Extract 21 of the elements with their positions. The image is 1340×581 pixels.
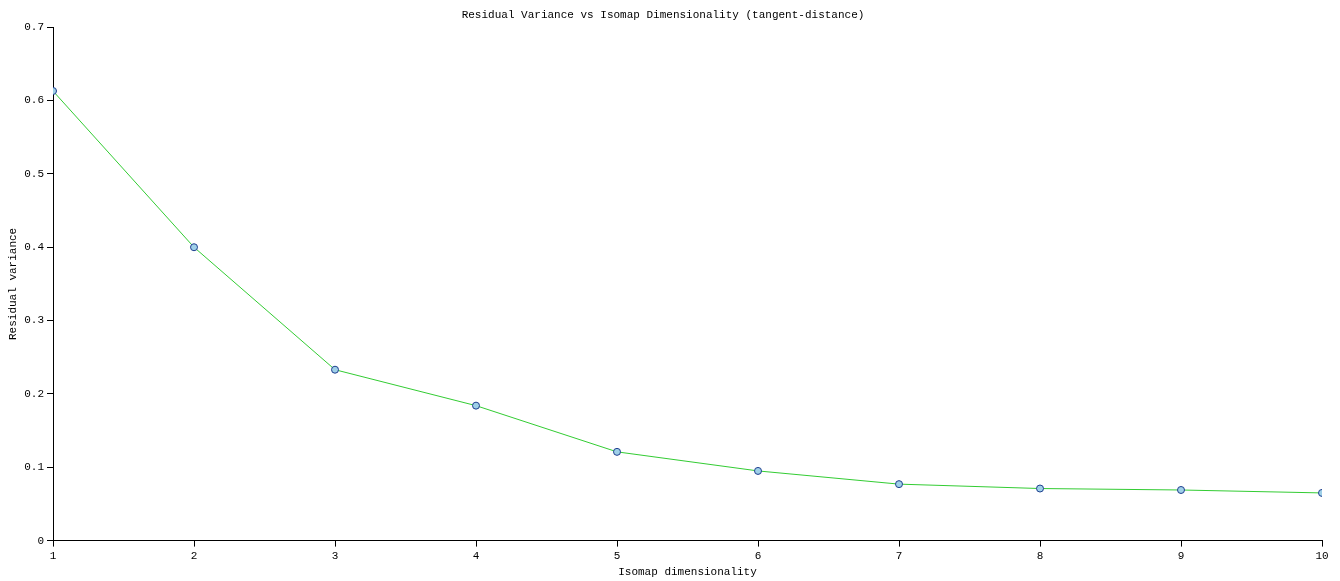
x-tick-label: 2	[190, 550, 198, 563]
x-tick-label: 8	[1036, 550, 1044, 563]
chart-title: Residual Variance vs Isomap Dimensionality (tangent-distance)	[461, 8, 865, 21]
y-tick-label: 0.2	[24, 387, 44, 400]
y-tick-label: 0.1	[24, 461, 45, 474]
y-tick-label: 0	[37, 534, 44, 547]
x-tick-label: 1	[49, 550, 57, 563]
x-tick-label: 3	[331, 550, 339, 563]
x-tick-label: 10	[1315, 550, 1329, 563]
y-tick-label: 0.3	[24, 314, 44, 327]
y-axis-title: Residual variance	[6, 227, 19, 341]
y-tick-label: 0.6	[24, 94, 44, 107]
y-tick-label: 0.5	[24, 167, 44, 180]
x-tick-label: 5	[613, 550, 621, 563]
x-tick-label: 4	[472, 550, 480, 563]
x-axis-title: Isomap dimensionality	[618, 566, 758, 579]
x-tick-label: 6	[754, 550, 762, 563]
y-tick-label: 0.4	[24, 241, 45, 254]
x-tick-label: 9	[1177, 550, 1185, 563]
y-tick-label: 0.7	[24, 21, 44, 34]
x-tick-label: 7	[895, 550, 903, 563]
